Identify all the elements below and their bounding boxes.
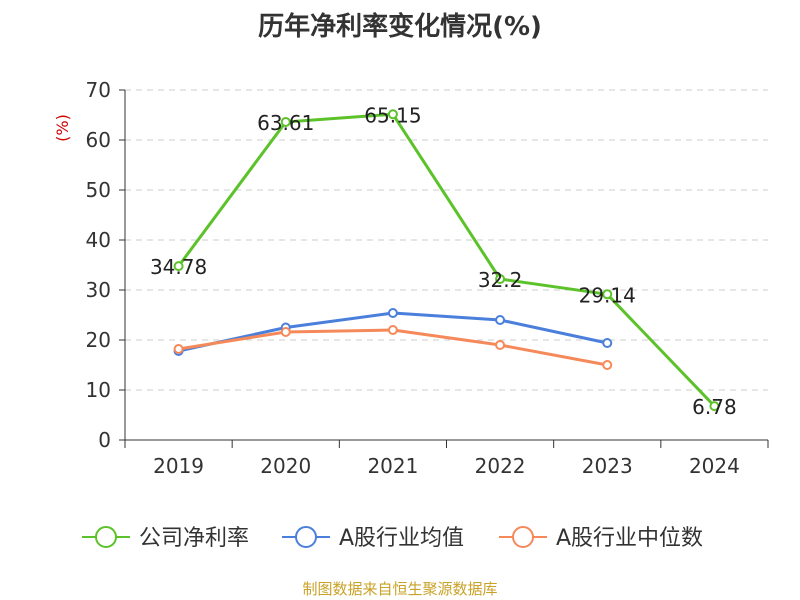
data-point (709, 401, 720, 412)
series-line (177, 112, 716, 408)
x-tick-label: 2023 (582, 454, 633, 478)
data-labels: 34.78 63.61 65.15 32.2 29.14 6.78 (150, 103, 737, 419)
data-label: 29.14 (579, 283, 636, 307)
legend-item[interactable]: A股行业中位数 (499, 526, 703, 551)
data-point (387, 109, 398, 120)
chart-title: 历年净利率变化情况(%) (258, 12, 542, 42)
y-tick-label: 0 (98, 428, 111, 452)
y-tick-label: 20 (86, 328, 111, 352)
y-tick-label: 40 (86, 228, 111, 252)
y-axis-label: (%) (53, 114, 72, 142)
data-point (602, 360, 613, 370)
x-tick-label: 2021 (367, 454, 418, 478)
legend-item[interactable]: 公司净利率 (82, 526, 249, 551)
data-label: 32.2 (478, 268, 523, 292)
y-tick-label: 50 (86, 178, 111, 202)
x-tick-label: 2024 (689, 454, 740, 478)
legend-label: A股行业均值 (339, 526, 464, 551)
y-tick-label: 30 (86, 278, 111, 302)
data-label: 63.61 (257, 111, 314, 135)
data-label: 34.78 (150, 255, 207, 279)
data-point (280, 327, 291, 337)
data-label: 6.78 (692, 395, 737, 419)
data-point (387, 325, 398, 335)
y-tick-label: 70 (86, 78, 111, 102)
data-point (602, 338, 613, 348)
data-point (387, 308, 398, 318)
axes: 0 10 20 30 40 50 60 70 (%) 2019 2020 2021 2022 2023 20… (53, 78, 769, 478)
x-tick-label: 2022 (475, 454, 526, 478)
y-tick-label: 10 (86, 378, 111, 402)
series-line (178, 328, 608, 367)
legend-item[interactable]: A股行业均值 (282, 526, 464, 551)
legend[interactable]: 公司净利率 A股行业均值 A股行业中位数 (82, 526, 703, 551)
legend-marker-icon (295, 526, 317, 548)
data-point (495, 340, 506, 350)
grid-lines (125, 89, 768, 391)
series-lines (173, 109, 720, 412)
x-tick-label: 2019 (153, 454, 204, 478)
legend-label: A股行业中位数 (556, 526, 703, 551)
legend-label: 公司净利率 (139, 526, 249, 551)
legend-marker-icon (95, 526, 117, 548)
data-label: 65.15 (364, 103, 421, 127)
source-note: 制图数据来自恒生聚源数据库 (302, 580, 498, 598)
data-point (173, 261, 184, 272)
data-point (602, 289, 613, 300)
y-tick-label: 60 (86, 128, 111, 152)
data-point (173, 344, 184, 354)
legend-marker-icon (512, 526, 534, 548)
data-point (495, 315, 506, 325)
data-point (495, 274, 506, 284)
x-tick-label: 2020 (260, 454, 311, 478)
data-point (280, 116, 291, 127)
